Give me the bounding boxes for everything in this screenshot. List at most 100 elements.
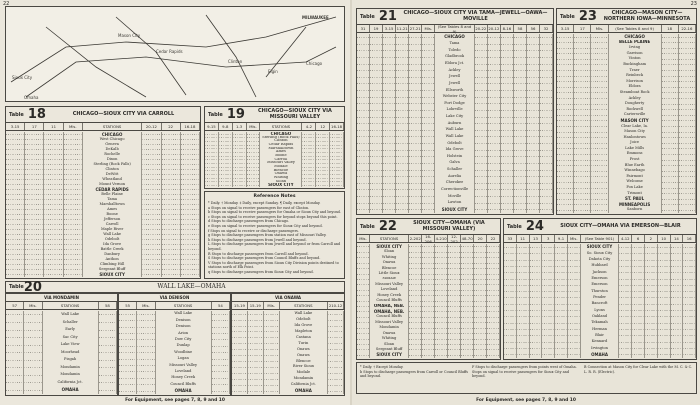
- timetable-row: Onawa: [232, 352, 344, 359]
- station-name: Clinton: [83, 167, 143, 172]
- time-cell: [619, 345, 633, 352]
- time-cell: [487, 179, 501, 187]
- time-cell: [529, 288, 543, 295]
- time-cell: [527, 159, 541, 167]
- time-cell: [211, 323, 230, 331]
- station-name: So. Sioux City: [581, 250, 620, 257]
- timetable-row: Clear Lake, Ia.: [557, 123, 696, 130]
- time-cell: [542, 244, 556, 251]
- time-cell: [180, 147, 200, 152]
- time-cell: [527, 206, 541, 213]
- time-cell: [218, 132, 233, 136]
- table-header: Table 18 CHICAGO—SIOUX CITY VIA CARROLL: [6, 107, 200, 123]
- time-cell: [574, 145, 592, 152]
- time-cell: [487, 309, 500, 315]
- time-cell: [591, 45, 609, 51]
- time-cell: [591, 106, 609, 113]
- station-name: Thurston: [581, 288, 620, 295]
- time-cell: [661, 134, 679, 141]
- column-header: 16-206: [422, 234, 436, 244]
- time-cell: [644, 256, 658, 263]
- time-cell: [448, 298, 462, 304]
- time-cell: [474, 126, 488, 134]
- time-cell: [357, 140, 371, 147]
- time-cell: [500, 173, 514, 180]
- time-cell: [357, 34, 371, 41]
- time-cell: [302, 146, 317, 151]
- time-cell: [409, 100, 423, 107]
- time-cell: [500, 106, 514, 114]
- time-cell: [557, 101, 575, 107]
- station-name: Council Bluffs: [370, 298, 410, 304]
- time-cell: [44, 242, 64, 247]
- timetable-row: Climbing Hill: [6, 262, 200, 267]
- time-cell: [119, 311, 138, 318]
- column-header: STATIONS: [260, 123, 303, 130]
- time-cell: [383, 80, 397, 87]
- time-cell: [542, 332, 556, 339]
- time-cell: [263, 387, 280, 394]
- time-cell: [661, 95, 679, 102]
- time-cell: [527, 133, 541, 140]
- time-cell: [98, 318, 117, 327]
- time-cell: [591, 151, 609, 158]
- column-headers: 57 Mls. STATIONS 58: [6, 302, 117, 310]
- time-cell: [513, 80, 527, 87]
- time-cell: [670, 262, 684, 270]
- station-name: Clinton: [260, 139, 303, 144]
- time-cell: [302, 139, 317, 144]
- station-name: Council Bluffs: [370, 314, 410, 320]
- station-name: Herman: [581, 326, 620, 333]
- time-cell: [63, 262, 83, 267]
- time-cell: [247, 387, 264, 394]
- timetable-row: Odebolt: [232, 316, 344, 323]
- time-cell: [574, 89, 592, 96]
- time-cell: [142, 202, 162, 207]
- time-cell: [513, 120, 527, 127]
- time-cell: [328, 358, 344, 365]
- time-cell: [180, 262, 200, 267]
- time-cell: [218, 183, 233, 188]
- time-cell: [461, 352, 475, 358]
- timetable-row: Anthon: [6, 257, 200, 262]
- time-cell: [6, 132, 26, 137]
- station-name: Wall Lake: [435, 126, 475, 134]
- time-cell: [487, 271, 500, 277]
- time-cell: [500, 159, 514, 167]
- time-cell: [422, 309, 436, 315]
- time-cell: [409, 206, 423, 213]
- time-cell: [632, 244, 645, 251]
- time-cell: [474, 34, 488, 41]
- time-cell: [591, 201, 609, 208]
- time-cell: [683, 319, 696, 327]
- time-cell: [409, 73, 423, 81]
- station-name: Winnebago: [609, 168, 662, 174]
- time-cell: [683, 332, 696, 339]
- time-cell: [370, 146, 384, 154]
- time-cell: [448, 287, 462, 293]
- time-cell: [540, 173, 553, 180]
- time-cell: [555, 262, 568, 270]
- time-cell: [557, 179, 575, 186]
- time-cell: [632, 351, 645, 358]
- time-cell: [529, 244, 543, 251]
- time-cell: [574, 117, 592, 124]
- time-cell: [180, 232, 200, 237]
- timetable-row: Blencoe: [357, 265, 500, 272]
- time-cell: [316, 132, 331, 136]
- time-cell: [383, 133, 397, 140]
- time-cell: [678, 129, 696, 135]
- time-cell: [487, 146, 501, 154]
- time-cell: [422, 186, 436, 193]
- time-cell: [542, 281, 556, 289]
- station-name: Castana: [280, 334, 329, 341]
- time-cell: [180, 142, 200, 147]
- timetable-row: Reinbeck: [557, 73, 696, 79]
- time-cell: [540, 133, 553, 140]
- time-cell: [540, 93, 553, 101]
- timetable-row: Clinton: [6, 167, 200, 172]
- time-cell: [25, 262, 45, 267]
- time-cell: [232, 176, 247, 180]
- reference-note: * Daily. † Monday. ‡ Daily, except Sunda…: [208, 201, 321, 206]
- station-name: Tekamah: [581, 319, 620, 327]
